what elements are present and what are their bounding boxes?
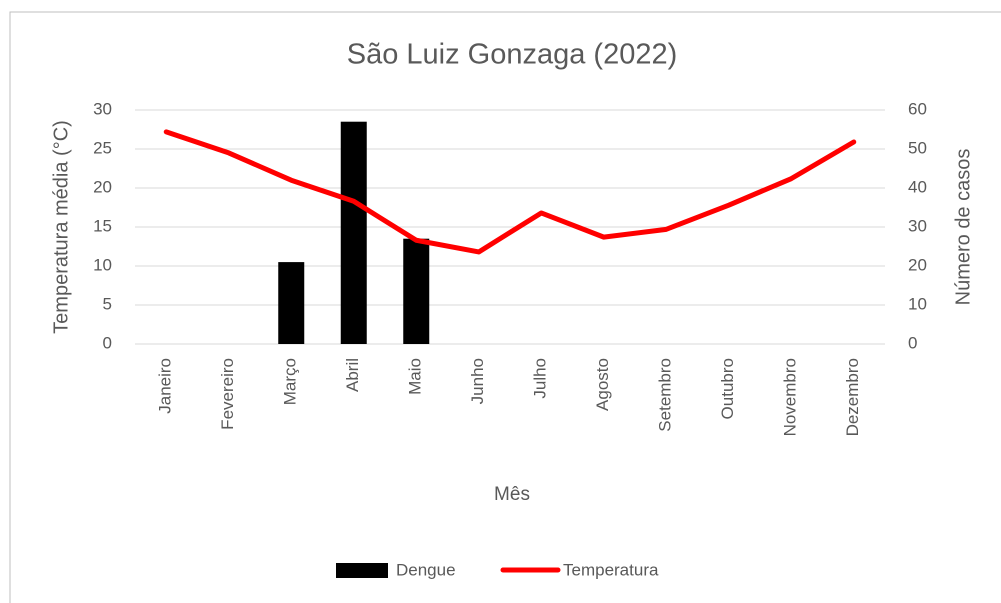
y-tick-label: 25 (93, 138, 112, 157)
x-tick-label: Agosto (593, 358, 612, 411)
line (163, 129, 857, 255)
x-tick-label: Janeiro (156, 358, 175, 414)
y2-tick-label: 10 (908, 294, 927, 313)
legend-label: Temperatura (563, 560, 659, 579)
x-tick-label: Março (281, 358, 300, 405)
y-tick-label: 10 (93, 255, 112, 274)
legend-label: Dengue (396, 560, 456, 579)
x-tick-label: Novembro (781, 358, 800, 436)
x-tick-label: Julho (531, 358, 550, 399)
bar (403, 238, 430, 344)
y2-axis-label: Número de casos (952, 149, 974, 306)
x-tick-label: Dezembro (843, 358, 862, 436)
x-tick-label: Setembro (656, 358, 675, 432)
bar (340, 121, 367, 344)
y2-tick-label: 0 (908, 333, 917, 352)
y-tick-label: 5 (103, 294, 112, 313)
y2-tick-label: 40 (908, 177, 927, 196)
y-tick-label: 15 (93, 216, 112, 235)
chart-title: São Luiz Gonzaga (2022) (347, 39, 678, 71)
x-tick-label: Fevereiro (218, 358, 237, 430)
y2-tick-label: 30 (908, 216, 927, 235)
x-tick-label: Outubro (718, 358, 737, 419)
x-tick-label: Abril (343, 358, 362, 392)
y2-tick-label: 60 (908, 99, 927, 118)
y2-tick-label: 50 (908, 138, 927, 157)
y-axis-label: Temperatura média (°C) (50, 120, 72, 334)
legend-swatch (336, 563, 388, 578)
bar (278, 262, 305, 344)
x-axis-label: Mês (494, 484, 530, 505)
chart-frame (9, 11, 1001, 603)
y-tick-label: 0 (103, 333, 112, 352)
y-tick-label: 20 (93, 177, 112, 196)
y2-tick-label: 20 (908, 255, 927, 274)
x-tick-label: Junho (468, 358, 487, 404)
x-tick-label: Maio (406, 358, 425, 395)
y-tick-label: 30 (93, 99, 112, 118)
